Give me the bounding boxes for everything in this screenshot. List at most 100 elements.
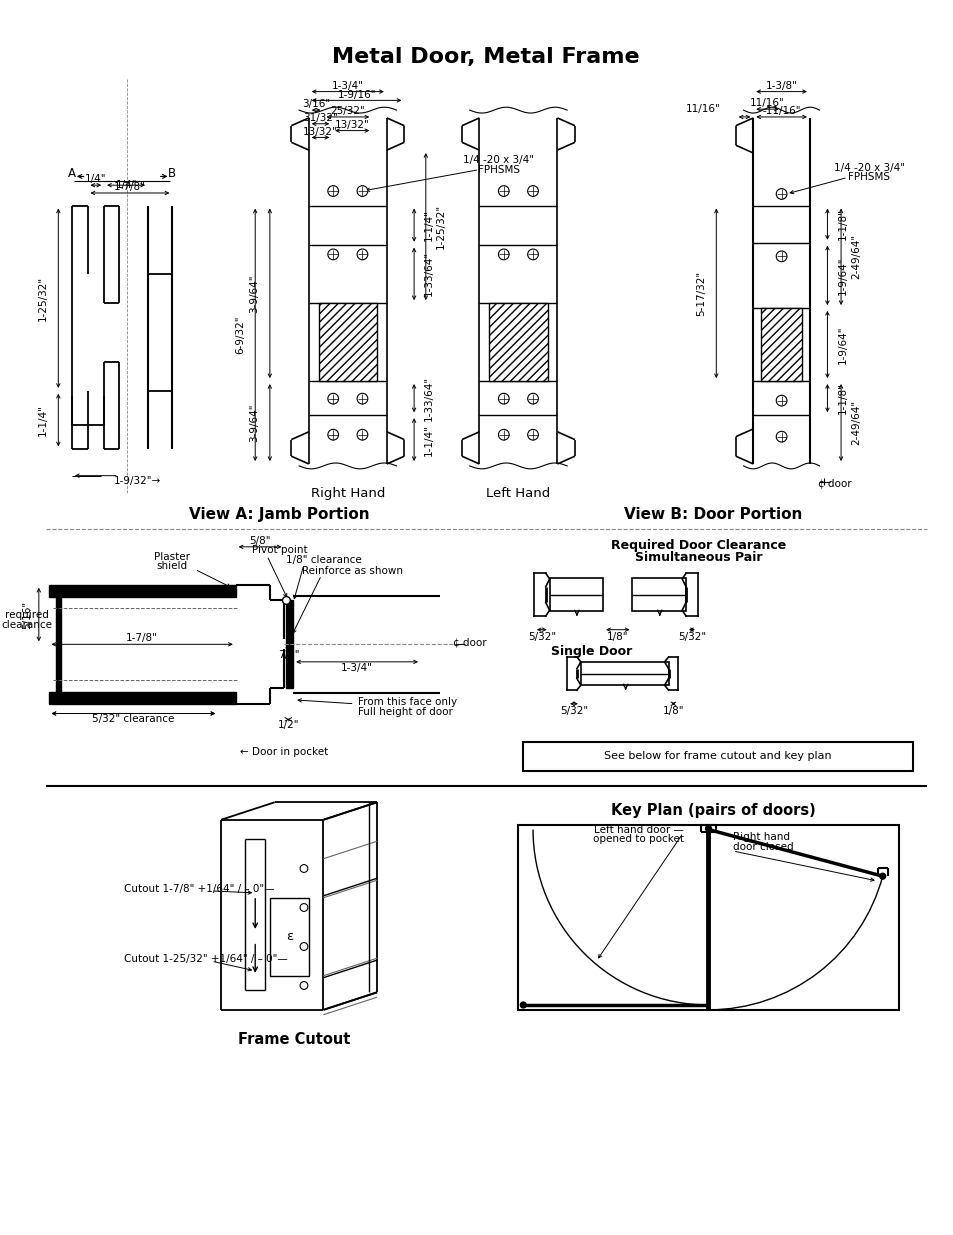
Text: FPHSMS: FPHSMS [847,173,889,183]
Text: 13/32": 13/32" [335,120,369,130]
Text: 5/8": 5/8" [249,536,271,546]
Text: shield: shield [156,562,188,572]
Circle shape [879,873,884,879]
Text: View B: Door Portion: View B: Door Portion [623,508,801,522]
Bar [489,303,547,382]
Text: 1-9/64": 1-9/64" [837,325,847,364]
Text: 1/4 -20 x 3/4": 1/4 -20 x 3/4" [833,163,903,173]
Bar [523,742,912,771]
Text: 1/8": 1/8" [662,705,683,715]
Circle shape [776,395,786,406]
Circle shape [527,185,537,196]
Text: 7/8": 7/8" [278,650,299,659]
Text: Left hand door —: Left hand door — [594,825,683,835]
Text: 1-3/4": 1-3/4" [332,80,363,90]
Text: 5/32": 5/32" [559,705,587,715]
Bar [632,578,685,611]
Text: 1-33/64": 1-33/64" [423,375,434,421]
Bar [517,825,898,1010]
Text: 5/16": 5/16" [22,600,32,629]
Text: 1/4": 1/4" [115,180,136,190]
Text: 1-33/64": 1-33/64" [423,252,434,296]
Text: 1-1/8": 1-1/8" [837,209,847,240]
Circle shape [328,430,338,440]
Text: 1/2": 1/2" [277,720,299,730]
Circle shape [356,393,368,404]
Text: Required Door Clearance: Required Door Clearance [611,540,785,552]
Text: 1-25/32": 1-25/32" [38,275,48,321]
Circle shape [300,864,308,872]
Circle shape [497,430,509,440]
Circle shape [527,249,537,259]
Circle shape [356,249,368,259]
Text: ¢ door: ¢ door [818,478,851,489]
Text: 11/16": 11/16" [685,104,720,114]
Circle shape [527,393,537,404]
Text: 1-7/8": 1-7/8" [114,182,146,193]
Bar [580,662,668,685]
Text: B: B [168,167,176,180]
Text: opened to pocket: opened to pocket [593,835,683,845]
Circle shape [300,942,308,951]
Text: Right hand: Right hand [732,832,789,842]
Text: ¢ door: ¢ door [453,637,486,647]
Bar [49,585,235,597]
Text: Cutout 1-7/8" +1/64" / – 0"—: Cutout 1-7/8" +1/64" / – 0"— [124,884,274,894]
Bar [49,692,235,704]
Text: 11/16": 11/16" [749,99,784,109]
Circle shape [328,185,338,196]
Circle shape [776,431,786,442]
Text: 31/32": 31/32" [303,112,337,124]
Circle shape [527,430,537,440]
Text: Full height of door: Full height of door [357,706,452,716]
Bar [760,308,801,382]
Text: 3-9/64": 3-9/64" [249,404,259,442]
Circle shape [497,393,509,404]
Bar [270,898,309,976]
Circle shape [300,982,308,989]
Text: 1-9/16": 1-9/16" [337,89,375,100]
Text: 1/4": 1/4" [85,174,107,184]
Text: clearance: clearance [2,620,52,630]
Text: 1-1/4": 1-1/4" [38,404,48,436]
Text: 1/8" clearance: 1/8" clearance [285,555,361,564]
Text: From this face only: From this face only [357,697,456,706]
Circle shape [328,393,338,404]
Text: 1-3/4": 1-3/4" [341,663,373,673]
Text: Right Hand: Right Hand [311,487,385,500]
Text: 1-9/64": 1-9/64" [837,256,847,295]
Text: ← Door in pocket: ← Door in pocket [240,746,328,757]
Circle shape [519,1002,526,1008]
Text: 3-9/64": 3-9/64" [249,274,259,312]
Text: 13/32": 13/32" [303,126,337,137]
Circle shape [356,430,368,440]
Text: Simultaneous Pair: Simultaneous Pair [635,551,761,564]
Circle shape [356,185,368,196]
Text: Single Door: Single Door [550,645,631,657]
Text: 5-17/32": 5-17/32" [695,270,705,316]
Text: 1-1/4": 1-1/4" [423,424,434,456]
Text: 25/32": 25/32" [330,106,365,116]
Text: 1-1/4": 1-1/4" [423,209,434,241]
Text: Frame Cutout: Frame Cutout [238,1031,350,1046]
Bar [318,303,376,382]
Text: Cutout 1-25/32" +1/64" / – 0"—: Cutout 1-25/32" +1/64" / – 0"— [124,955,287,965]
Text: ε: ε [285,930,293,944]
Text: Pivot point: Pivot point [252,545,307,555]
Text: 1/8": 1/8" [606,631,628,641]
Text: Metal Door, Metal Frame: Metal Door, Metal Frame [332,47,639,67]
Circle shape [776,189,786,199]
Text: 5/32": 5/32" [678,631,705,641]
Circle shape [300,904,308,911]
Circle shape [776,251,786,262]
Text: 6-9/32": 6-9/32" [235,316,245,354]
Circle shape [705,826,711,831]
Text: 1-9/32"→: 1-9/32"→ [113,475,161,485]
Text: Plaster: Plaster [154,552,191,562]
Text: -11/16": -11/16" [761,106,800,116]
Text: 5/32": 5/32" [527,631,556,641]
Text: A: A [68,167,76,180]
Text: 1-7/8": 1-7/8" [126,634,158,643]
Text: FPHSMS: FPHSMS [477,164,519,174]
Text: 3/16": 3/16" [302,99,330,109]
